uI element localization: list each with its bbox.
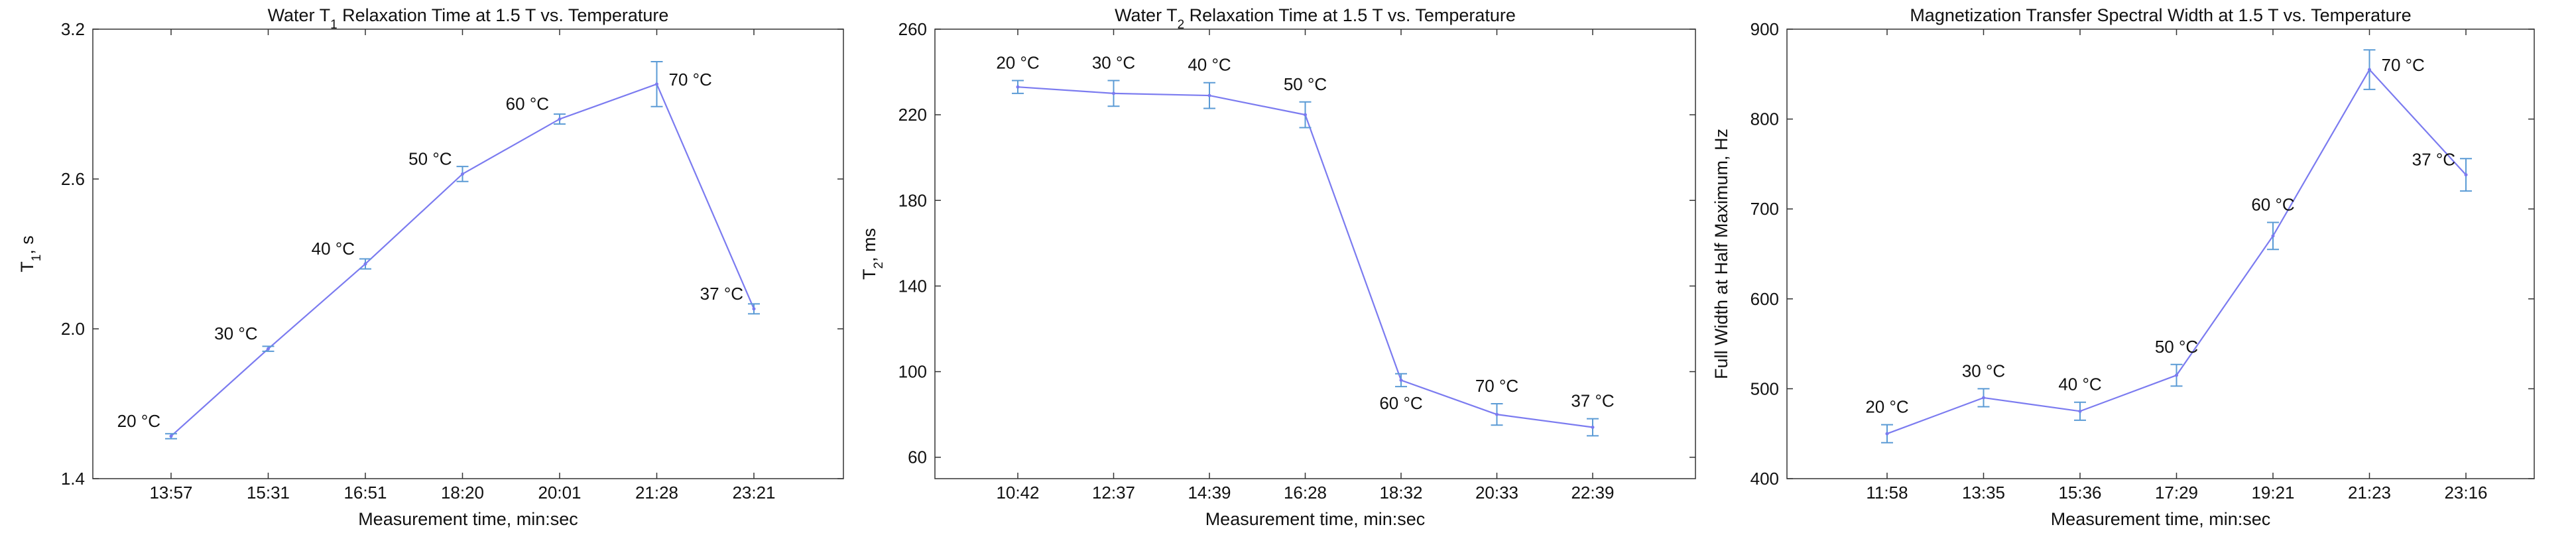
y-tick-label: 180	[898, 190, 927, 210]
point-label: 40 °C	[2058, 375, 2101, 394]
x-tick-label: 16:28	[1284, 483, 1327, 503]
point-label: 30 °C	[1092, 52, 1135, 72]
x-tick-label: 18:32	[1379, 483, 1422, 503]
x-tick-label: 10:42	[996, 483, 1039, 503]
y-tick-label: 600	[1750, 289, 1779, 309]
data-point	[1207, 93, 1211, 97]
data-point	[1495, 412, 1499, 416]
y-tick-label: 500	[1750, 379, 1779, 398]
chart-title: Magnetization Transfer Spectral Width at…	[1910, 5, 2411, 25]
x-tick-label: 13:35	[1962, 483, 2005, 503]
data-point	[2464, 173, 2468, 177]
x-tick-label: 21:23	[2348, 483, 2391, 503]
data-point	[363, 262, 367, 266]
point-label: 37 °C	[2412, 150, 2455, 170]
plot-frame	[934, 29, 1696, 479]
y-axis-label: T2, ms	[859, 228, 886, 280]
y-tick-label: 140	[898, 276, 927, 296]
x-axis-label: Measurement time, min:sec	[1205, 509, 1426, 529]
point-label: 37 °C	[1571, 391, 1614, 411]
chart-title: Water T2 Relaxation Time at 1.5 T vs. Te…	[1115, 5, 1516, 32]
data-point	[558, 117, 562, 121]
data-point	[752, 307, 756, 311]
x-tick-label: 11:58	[1866, 483, 1908, 503]
point-label: 60 °C	[2251, 195, 2294, 215]
point-label: 40 °C	[312, 239, 355, 259]
chart-title: Water T1 Relaxation Time at 1.5 T vs. Te…	[268, 5, 669, 32]
x-tick-label: 16:51	[343, 483, 387, 503]
y-tick-label: 3.2	[61, 19, 85, 39]
point-label: 20 °C	[996, 52, 1039, 72]
y-tick-label: 100	[898, 362, 927, 382]
point-label: 70 °C	[1475, 376, 1518, 396]
point-label: 70 °C	[669, 70, 712, 89]
data-point	[655, 82, 658, 86]
x-tick-label: 18:20	[441, 483, 484, 503]
point-label: 37 °C	[700, 284, 743, 304]
chart-panel-3: Magnetization Transfer Spectral Width at…	[1711, 5, 2535, 529]
data-point	[2175, 373, 2178, 377]
data-point	[1399, 378, 1403, 382]
x-tick-label: 23:21	[732, 483, 775, 503]
series-line	[170, 83, 755, 437]
x-tick-label: 23:16	[2444, 483, 2487, 503]
plot-frame	[1786, 29, 2535, 479]
plot-frame	[92, 29, 844, 479]
point-label: 50 °C	[408, 149, 452, 168]
data-point	[1112, 91, 1115, 95]
point-label: 20 °C	[117, 411, 160, 431]
data-point	[169, 434, 173, 438]
point-label: 50 °C	[2155, 337, 2198, 357]
x-tick-label: 22:39	[1571, 483, 1614, 503]
x-tick-label: 15:36	[2058, 483, 2101, 503]
data-point	[267, 347, 270, 351]
x-tick-label: 21:28	[635, 483, 678, 503]
y-tick-label: 2.6	[61, 169, 85, 189]
x-tick-label: 14:39	[1188, 483, 1231, 503]
point-label: 60 °C	[506, 94, 549, 114]
point-label: 50 °C	[1284, 74, 1327, 94]
x-tick-label: 19:21	[2251, 483, 2294, 503]
point-label: 30 °C	[214, 324, 257, 343]
point-label: 20 °C	[1865, 397, 1908, 417]
x-tick-label: 20:33	[1475, 483, 1518, 503]
x-axis-label: Measurement time, min:sec	[2051, 509, 2271, 529]
chart-panel-1: Water T1 Relaxation Time at 1.5 T vs. Te…	[17, 5, 844, 529]
data-point	[2368, 68, 2371, 72]
chart-panel-2: Water T2 Relaxation Time at 1.5 T vs. Te…	[859, 5, 1696, 529]
y-tick-label: 700	[1750, 199, 1779, 219]
x-axis-label: Measurement time, min:sec	[358, 509, 578, 529]
point-label: 40 °C	[1188, 55, 1231, 75]
data-point	[1982, 396, 1985, 400]
x-tick-label: 20:01	[538, 483, 581, 503]
data-point	[2271, 234, 2275, 238]
y-tick-label: 400	[1750, 469, 1779, 489]
y-tick-label: 900	[1750, 19, 1779, 39]
y-tick-label: 60	[908, 447, 927, 467]
data-point	[461, 172, 464, 176]
x-tick-label: 12:37	[1092, 483, 1135, 503]
y-axis-label: T1, s	[17, 235, 44, 272]
data-point	[2078, 409, 2082, 413]
y-axis-label: Full Width at Half Maximum, Hz	[1711, 129, 1731, 379]
point-label: 70 °C	[2382, 55, 2425, 75]
data-point	[1591, 426, 1595, 430]
y-tick-label: 260	[898, 19, 927, 39]
y-tick-label: 2.0	[61, 319, 85, 339]
x-tick-label: 13:57	[149, 483, 192, 503]
x-tick-label: 17:29	[2155, 483, 2198, 503]
y-tick-label: 220	[898, 105, 927, 125]
data-point	[1016, 85, 1020, 89]
data-point	[1885, 432, 1889, 436]
point-label: 60 °C	[1379, 393, 1422, 413]
x-tick-label: 15:31	[247, 483, 290, 503]
data-point	[1304, 113, 1307, 117]
point-label: 30 °C	[1962, 361, 2005, 381]
y-tick-label: 1.4	[61, 469, 85, 489]
y-tick-label: 800	[1750, 109, 1779, 129]
